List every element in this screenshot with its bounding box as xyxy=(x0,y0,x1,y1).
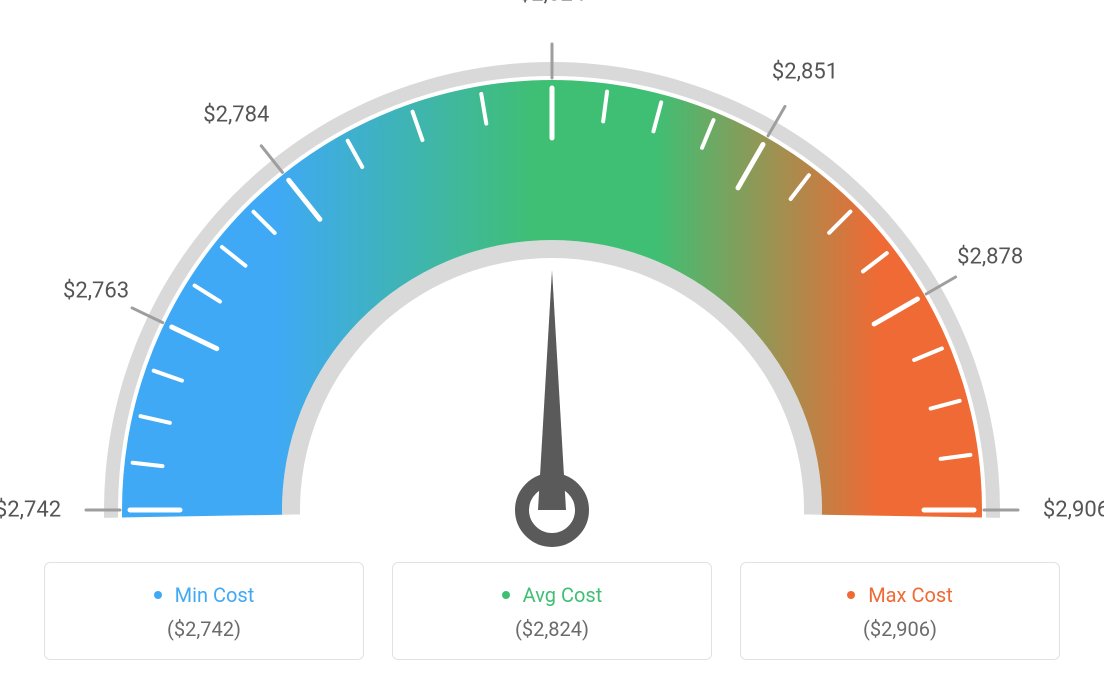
legend-card-max: Max Cost ($2,906) xyxy=(740,562,1060,660)
gauge-tick-label: $2,906 xyxy=(1043,498,1104,523)
dot-avg-icon xyxy=(502,591,510,599)
gauge-tick-label: $2,824 xyxy=(519,0,585,7)
gauge-tick-label: $2,878 xyxy=(957,245,1023,270)
legend-title-min: Min Cost xyxy=(45,583,363,607)
legend-value-min: ($2,742) xyxy=(45,617,363,641)
gauge-tick-label: $2,784 xyxy=(203,102,269,127)
legend-value-max: ($2,906) xyxy=(741,617,1059,641)
legend-value-avg: ($2,824) xyxy=(393,617,711,641)
legend-title-max: Max Cost xyxy=(741,583,1059,607)
legend-title-avg: Avg Cost xyxy=(393,583,711,607)
legend-row: Min Cost ($2,742) Avg Cost ($2,824) Max … xyxy=(44,562,1060,660)
gauge-tick-label: $2,742 xyxy=(0,498,61,523)
legend-label-min: Min Cost xyxy=(175,583,255,607)
dot-min-icon xyxy=(154,591,162,599)
legend-card-avg: Avg Cost ($2,824) xyxy=(392,562,712,660)
legend-label-max: Max Cost xyxy=(868,583,953,607)
legend-card-min: Min Cost ($2,742) xyxy=(44,562,364,660)
gauge-tick-label: $2,851 xyxy=(772,59,838,84)
cost-gauge: $2,742$2,763$2,784$2,824$2,851$2,878$2,9… xyxy=(72,30,1032,550)
dot-max-icon xyxy=(847,591,855,599)
gauge-tick-label: $2,763 xyxy=(63,278,129,303)
legend-label-avg: Avg Cost xyxy=(523,583,603,607)
